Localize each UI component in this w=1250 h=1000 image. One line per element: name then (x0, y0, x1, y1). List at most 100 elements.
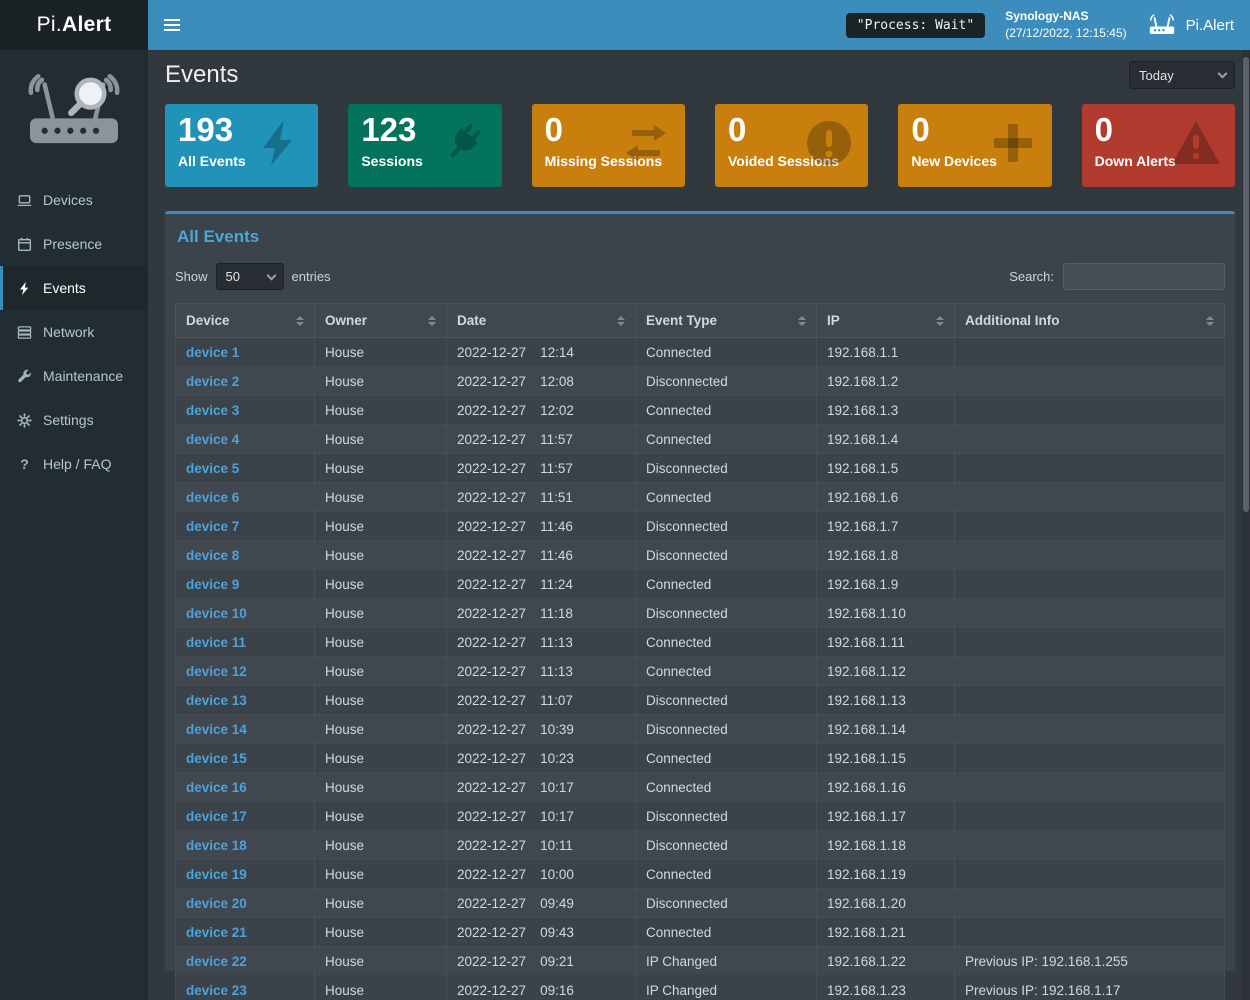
gear-icon (17, 412, 32, 428)
device-link[interactable]: device 5 (186, 460, 240, 476)
ip-cell: 192.168.1.20 (816, 888, 955, 918)
device-link[interactable]: device 14 (186, 721, 247, 737)
card-label: New Devices (911, 152, 997, 169)
device-link[interactable]: device 22 (186, 953, 247, 969)
card-missing-sessions[interactable]: 0 Missing Sessions (531, 104, 685, 187)
owner-cell: House (314, 946, 447, 976)
device-link[interactable]: device 23 (186, 982, 247, 998)
column-header-ip[interactable]: IP (816, 303, 955, 338)
column-header-date[interactable]: Date (446, 303, 636, 338)
device-link[interactable]: device 8 (186, 547, 240, 563)
laptop-icon (17, 194, 32, 206)
additional-info-cell (954, 337, 1225, 367)
card-all-events[interactable]: 193 All Events (165, 104, 319, 187)
sidebar-item-events[interactable]: Events (0, 266, 148, 310)
event-type-cell: Connected (635, 337, 817, 367)
device-link[interactable]: device 18 (186, 837, 247, 853)
device-cell: device 9 (175, 569, 315, 599)
device-link[interactable]: device 4 (186, 431, 240, 447)
card-label: All Events (178, 152, 246, 169)
column-header-device[interactable]: Device (175, 303, 315, 338)
device-cell: device 6 (175, 482, 315, 512)
device-link[interactable]: device 21 (186, 924, 247, 940)
hamburger-menu-icon[interactable] (148, 0, 196, 50)
owner-cell: House (314, 627, 447, 657)
device-link[interactable]: device 1 (186, 344, 240, 360)
sidebar-item-presence[interactable]: Presence (0, 222, 148, 266)
event-type-cell: Connected (635, 772, 817, 802)
owner-cell: House (314, 656, 447, 686)
event-type-cell: IP Changed (635, 946, 817, 976)
device-link[interactable]: device 20 (186, 895, 247, 911)
date-cell: 2022-12-27 10:17 (446, 772, 636, 802)
date-cell: 2022-12-27 11:13 (446, 627, 636, 657)
entries-label: entries (291, 269, 331, 284)
brand-suffix: Alert (62, 13, 112, 36)
device-cell: device 5 (175, 453, 315, 483)
additional-info-cell (954, 453, 1225, 483)
device-link[interactable]: device 15 (186, 750, 247, 766)
column-header-event-type[interactable]: Event Type (635, 303, 817, 338)
device-link[interactable]: device 11 (186, 634, 247, 650)
card-value: 0 (911, 111, 930, 148)
ip-cell: 192.168.1.4 (816, 424, 955, 454)
device-link[interactable]: device 16 (186, 779, 247, 795)
device-link[interactable]: device 9 (186, 576, 240, 592)
period-select[interactable]: Today (1129, 61, 1235, 89)
device-link[interactable]: device 10 (186, 605, 247, 621)
sidebar-item-label: Help / FAQ (43, 456, 112, 472)
device-link[interactable]: device 12 (186, 663, 247, 679)
device-link[interactable]: device 6 (186, 489, 240, 505)
owner-cell: House (314, 569, 447, 599)
scrollbar-thumb[interactable] (1243, 57, 1249, 512)
show-label: Show (175, 269, 208, 284)
brand-logo[interactable]: Pi. Alert (0, 0, 148, 50)
table-row: device 17 House 2022-12-27 10:17 Disconnecte… (175, 801, 1225, 831)
additional-info-cell: Previous IP: 192.168.1.17 (954, 975, 1225, 1000)
card-sessions[interactable]: 123 Sessions (348, 104, 502, 187)
card-voided-sessions[interactable]: 0 Voided Sessions (714, 104, 869, 187)
device-link[interactable]: device 2 (186, 373, 240, 389)
exchange-icon (625, 125, 666, 161)
card-down-alerts[interactable]: 0 Down Alerts (1081, 104, 1235, 187)
date-cell: 2022-12-27 10:00 (446, 859, 636, 889)
sort-icon (798, 316, 806, 326)
sidebar-menu: Devices Presence Events Network Maintena… (0, 178, 148, 486)
event-type-cell: IP Changed (635, 975, 817, 1000)
date-cell: 2022-12-27 09:43 (446, 917, 636, 947)
table-row: device 19 House 2022-12-27 10:00 Connected 19… (175, 859, 1225, 889)
scrollbar-track[interactable] (1242, 50, 1250, 1000)
device-cell: device 8 (175, 540, 315, 570)
navbar-right: "Process: Wait" Synology-NAS (27/12/2022… (845, 8, 1250, 43)
event-type-cell: Disconnected (635, 714, 817, 744)
sidebar-item-settings[interactable]: Settings (0, 398, 148, 442)
device-cell: device 1 (175, 337, 315, 367)
navbar: "Process: Wait" Synology-NAS (27/12/2022… (148, 0, 1250, 50)
event-type-cell: Connected (635, 395, 817, 425)
additional-info-cell (954, 656, 1225, 686)
device-link[interactable]: device 17 (186, 808, 247, 824)
additional-info-cell (954, 859, 1225, 889)
owner-cell: House (314, 395, 447, 425)
additional-info-cell (954, 540, 1225, 570)
owner-cell: House (314, 917, 447, 947)
date-cell: 2022-12-27 11:57 (446, 453, 636, 483)
owner-cell: House (314, 453, 447, 483)
column-header-additional-info[interactable]: Additional Info (954, 303, 1225, 338)
sidebar-item-maintenance[interactable]: Maintenance (0, 354, 148, 398)
owner-cell: House (314, 540, 447, 570)
sidebar-item-network[interactable]: Network (0, 310, 148, 354)
device-link[interactable]: device 7 (186, 518, 240, 534)
event-type-cell: Connected (635, 743, 817, 773)
device-link[interactable]: device 13 (186, 692, 247, 708)
device-link[interactable]: device 19 (186, 866, 247, 882)
search-input[interactable] (1063, 263, 1225, 290)
device-link[interactable]: device 3 (186, 402, 240, 418)
additional-info-cell (954, 482, 1225, 512)
sidebar-item-help[interactable]: ? Help / FAQ (0, 442, 148, 486)
column-header-owner[interactable]: Owner (314, 303, 447, 338)
card-new-devices[interactable]: 0 New Devices (898, 104, 1052, 187)
event-type-cell: Disconnected (635, 540, 817, 570)
sidebar-item-devices[interactable]: Devices (0, 178, 148, 222)
page-length-select[interactable]: 50 (215, 263, 284, 290)
